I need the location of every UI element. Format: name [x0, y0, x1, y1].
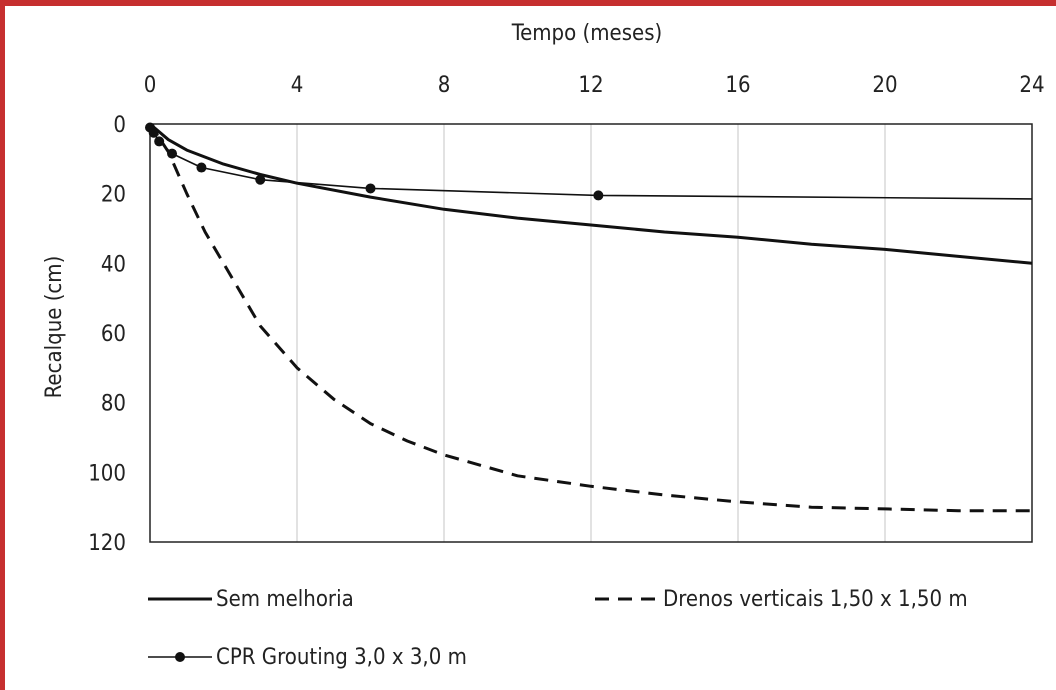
x-tick-label: 24	[1019, 73, 1044, 98]
y-tick-label: 20	[101, 183, 126, 208]
series-marker	[154, 136, 165, 147]
x-axis-title: Tempo (meses)	[511, 21, 663, 46]
grid-lines	[296, 124, 886, 542]
y-tick-label: 40	[101, 252, 126, 277]
chart-svg: 0 4 8 12 16 20 24 0 20 40 60 80 100 120 Tempo (meses…	[42, 21, 1045, 670]
x-tick-label: 16	[725, 73, 750, 98]
x-tick-label: 4	[291, 73, 304, 98]
x-tick-labels: 0 4 8 12 16 20 24	[144, 73, 1045, 98]
legend: Sem melhoria Drenos verticais 1,50 x 1,50…	[148, 587, 968, 670]
x-tick-label: 20	[872, 73, 897, 98]
legend-label: Drenos verticais 1,50 x 1,50 m	[663, 587, 968, 612]
legend-label: CPR Grouting 3,0 x 3,0 m	[216, 645, 467, 670]
series-marker	[255, 174, 266, 185]
series-marker	[148, 127, 159, 138]
y-tick-label: 120	[88, 531, 126, 556]
plot-area-border	[149, 123, 1033, 543]
series-marker	[593, 190, 604, 201]
series-lines	[145, 122, 1033, 513]
series-line-1	[148, 123, 1032, 513]
series-marker	[196, 162, 207, 173]
series-marker	[365, 183, 376, 194]
y-tick-label: 100	[88, 461, 126, 486]
y-tick-label: 60	[101, 322, 126, 347]
legend-label: Sem melhoria	[216, 587, 354, 612]
legend-marker	[175, 652, 185, 662]
x-tick-label: 0	[144, 73, 157, 98]
chart-frame: 0 4 8 12 16 20 24 0 20 40 60 80 100 120 Tempo (meses…	[5, 6, 1056, 690]
y-tick-labels: 0 20 40 60 80 100 120	[88, 113, 126, 556]
series-line-0	[149, 122, 1033, 265]
x-tick-label: 8	[438, 73, 451, 98]
y-axis-title: Recalque (cm)	[42, 256, 67, 399]
y-tick-label: 0	[113, 113, 126, 138]
y-tick-label: 80	[101, 392, 126, 417]
x-tick-label: 12	[578, 73, 603, 98]
series-marker	[167, 148, 178, 159]
